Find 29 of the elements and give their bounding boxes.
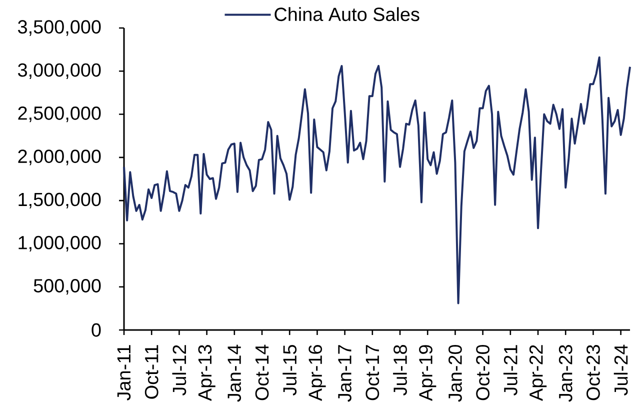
x-tick-label: Jan-23 [558, 345, 572, 402]
x-tick-label: Apr-13 [198, 345, 216, 401]
x-tick-label: Jan-17 [338, 345, 352, 402]
x-tick-label: Apr-16 [308, 345, 326, 401]
legend-label: China Auto Sales [274, 7, 420, 22]
x-tick-label: Jul-24 [614, 344, 628, 396]
y-tick-label: 500,000 [34, 279, 101, 295]
y-tick-label: 1,500,000 [18, 192, 101, 208]
y-tick-label: 3,500,000 [18, 20, 101, 36]
line-series [123, 56, 632, 304]
y-tick-label: 3,000,000 [18, 63, 101, 79]
x-tick-label: Apr-19 [419, 345, 436, 401]
y-tick-label: 0 [92, 323, 101, 337]
x-tick-label: Jul-12 [172, 345, 186, 396]
x-tick-label: Oct-11 [144, 345, 158, 399]
y-tick-label: 1,000,000 [18, 236, 101, 252]
x-tick-label: Oct-14 [255, 344, 269, 400]
x-tick-label: Oct-17 [366, 345, 380, 400]
x-tick-label: Jul-21 [503, 345, 518, 396]
x-tick-label: Apr-22 [529, 345, 547, 401]
y-tick-label: 2,000,000 [18, 150, 101, 166]
x-tick-label: Jan-14 [228, 344, 242, 402]
x-tick-label: Oct-20 [476, 344, 490, 400]
x-tick-label: Jan-11 [117, 345, 131, 400]
x-tick-label: Jul-15 [282, 345, 297, 396]
y-tick-label: 2,500,000 [18, 106, 101, 122]
x-tick-label: Jan-20 [448, 344, 462, 402]
x-tick-label: Jul-18 [393, 345, 407, 396]
x-tick-label: Oct-23 [586, 345, 600, 400]
